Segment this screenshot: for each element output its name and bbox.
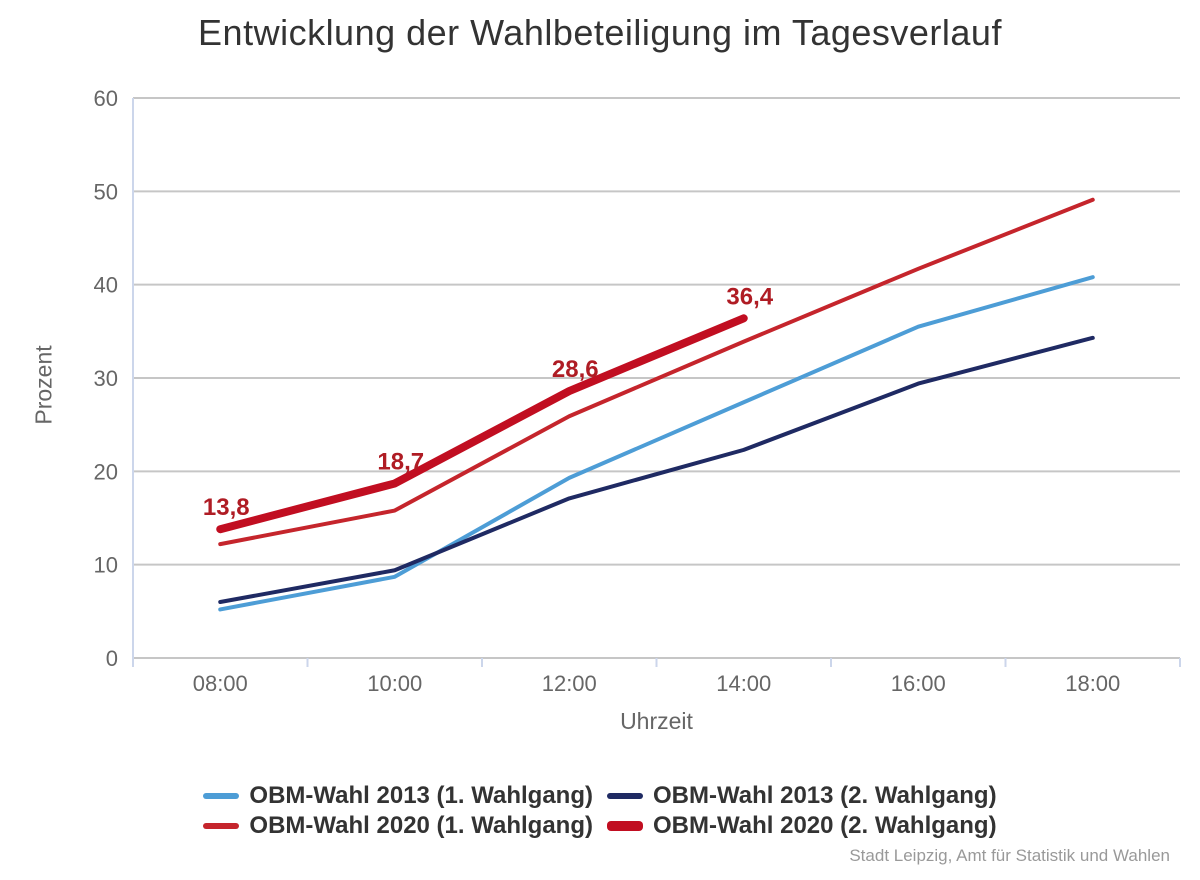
y-tick-label: 60 bbox=[94, 86, 118, 111]
x-tick-label: 14:00 bbox=[716, 671, 771, 696]
y-tick-label: 10 bbox=[94, 553, 118, 578]
y-tick-label: 0 bbox=[106, 646, 118, 671]
data-label: 13,8 bbox=[203, 494, 250, 521]
legend-item-obm-wahl-2013-2-wahlgang[interactable]: OBM-Wahl 2013 (2. Wahlgang) bbox=[607, 782, 997, 810]
x-axis-title: Uhrzeit bbox=[620, 708, 693, 734]
legend-row: OBM-Wahl 2013 (1. Wahlgang) OBM-Wahl 2013… bbox=[203, 782, 997, 810]
series-line-obm-wahl-2020-2-wahlgang bbox=[216, 314, 748, 534]
data-label: 28,6 bbox=[552, 356, 599, 383]
series-line-obm-wahl-2013-2-wahlgang bbox=[218, 335, 1095, 604]
x-tick-label: 10:00 bbox=[367, 671, 422, 696]
legend-line-swatch-icon bbox=[607, 793, 643, 799]
chart-title: Entwicklung der Wahlbeteiligung im Tages… bbox=[198, 12, 1002, 53]
x-tick-label: 12:00 bbox=[542, 671, 597, 696]
x-tick-label: 08:00 bbox=[193, 671, 248, 696]
series-line-obm-wahl-2013-1-wahlgang bbox=[218, 275, 1095, 612]
plot-area: 0 10 20 30 40 50 60 08:00 10:00 12:00 14:00 16:00 18… bbox=[94, 86, 1181, 696]
data-label: 18,7 bbox=[377, 448, 424, 475]
legend-item-obm-wahl-2013-1-wahlgang[interactable]: OBM-Wahl 2013 (1. Wahlgang) bbox=[203, 782, 593, 810]
legend-item-obm-wahl-2020-2-wahlgang[interactable]: OBM-Wahl 2020 (2. Wahlgang) bbox=[607, 812, 997, 840]
y-axis-title: Prozent bbox=[30, 345, 57, 425]
legend-line-swatch-icon bbox=[203, 793, 240, 799]
legend-line-swatch-icon bbox=[203, 823, 240, 829]
x-tick-label: 18:00 bbox=[1065, 671, 1120, 696]
y-tick-label: 30 bbox=[94, 366, 118, 391]
y-tick-label: 50 bbox=[94, 179, 118, 204]
legend-item-obm-wahl-2020-1-wahlgang[interactable]: OBM-Wahl 2020 (1. Wahlgang) bbox=[203, 812, 593, 840]
legend: OBM-Wahl 2013 (1. Wahlgang) OBM-Wahl 2013… bbox=[0, 782, 1200, 840]
legend-row: OBM-Wahl 2020 (1. Wahlgang) OBM-Wahl 2020… bbox=[203, 812, 997, 840]
series-line-obm-wahl-2020-1-wahlgang bbox=[218, 197, 1095, 547]
y-tick-label: 20 bbox=[94, 459, 118, 484]
legend-item-label: OBM-Wahl 2013 (1. Wahlgang) bbox=[249, 782, 593, 809]
legend-line-swatch-icon bbox=[607, 821, 643, 831]
y-tick-label: 40 bbox=[94, 273, 118, 298]
credits-text: Stadt Leipzig, Amt für Statistik und Wah… bbox=[849, 846, 1170, 865]
x-tick-label: 16:00 bbox=[891, 671, 946, 696]
legend-item-label: OBM-Wahl 2013 (2. Wahlgang) bbox=[653, 782, 997, 809]
legend-item-label: OBM-Wahl 2020 (2. Wahlgang) bbox=[653, 812, 997, 839]
data-label: 36,4 bbox=[726, 283, 773, 310]
legend-item-label: OBM-Wahl 2020 (1. Wahlgang) bbox=[249, 812, 593, 839]
